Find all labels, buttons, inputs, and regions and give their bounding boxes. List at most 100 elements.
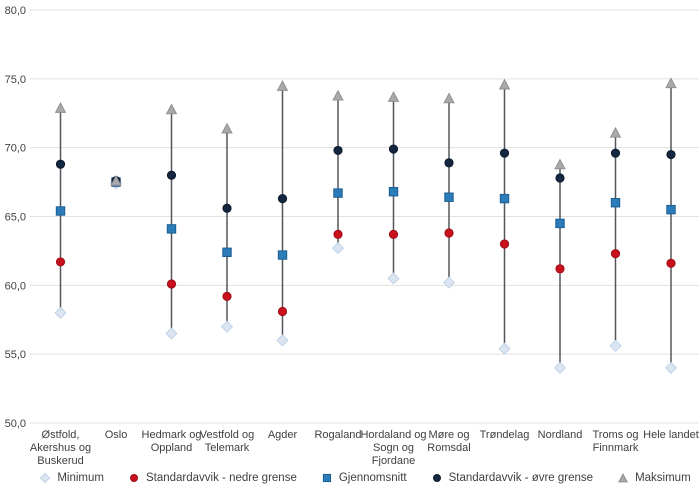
marker-gjennomsnitt: [333, 188, 343, 198]
marker-standardavvik-vre-grense: [55, 159, 66, 169]
marker-standardavvik-vre-grense: [388, 144, 399, 154]
legend-item-gjennomsnitt: Gjennomsnitt: [321, 472, 407, 484]
marker-standardavvik-vre-grense: [166, 170, 177, 180]
y-tick-label: 80,0: [5, 5, 26, 17]
x-category-label-hele-landet: Hele landet: [643, 429, 699, 441]
y-tick-label: 70,0: [5, 143, 26, 155]
x-category-label-vestfold-og-telemark: Vestfold og: [200, 429, 254, 441]
legend: Minimum Standardavvik - nedre grense Gjenn…: [30, 472, 700, 484]
marker-standardavvik-nedre-grense: [666, 258, 676, 268]
triangle-legend-icon: [618, 473, 629, 483]
marker-maksimum: [554, 158, 566, 170]
marker-standardavvik-vre-grense: [555, 173, 565, 183]
circle-legend-icon: [432, 474, 441, 482]
series-minimum: [54, 177, 678, 375]
legend-label: Gjennomsnitt: [338, 472, 407, 484]
marker-standardavvik-nedre-grense: [55, 257, 66, 267]
marker-standardavvik-nedre-grense: [388, 229, 399, 239]
x-category-label-troms-og-finnmark: Troms og: [592, 429, 638, 441]
x-category-label-hordaland-og-sogn-og-fjordane: Sogn og: [373, 442, 414, 454]
marker-gjennomsnitt: [666, 204, 676, 215]
marker-minimum: [609, 339, 622, 353]
y-tick-label: 55,0: [5, 349, 26, 361]
legend-item-standardavvik-nedre-grense: Standardavvik - nedre grense: [128, 472, 297, 484]
x-category-label-m-re-og-romsdal: Møre og: [429, 429, 470, 441]
marker-standardavvik-vre-grense: [666, 149, 676, 160]
diamond-legend-icon: [40, 472, 51, 484]
x-category-label-hedmark-og-oppland: Oppland: [151, 442, 193, 454]
marker-gjennomsnitt: [222, 247, 232, 257]
x-category-label-m-re-og-romsdal: Romsdal: [427, 442, 470, 454]
marker-maksimum: [54, 102, 67, 113]
marker-maksimum: [276, 80, 289, 91]
marker-gjennomsnitt: [444, 192, 454, 202]
marker-gjennomsnitt: [166, 224, 177, 234]
marker-minimum: [498, 342, 511, 355]
marker-maksimum: [110, 175, 122, 186]
x-category-label-tr-ndelag: Trøndelag: [480, 429, 530, 441]
x-category-label-hordaland-og-sogn-og-fjordane: Fjordane: [372, 455, 415, 466]
y-tick-label: 50,0: [5, 418, 26, 430]
marker-standardavvik-vre-grense: [277, 194, 288, 204]
legend-label: Standardavvik - øvre grense: [448, 472, 594, 484]
x-category-label-oslo: Oslo: [105, 429, 128, 441]
marker-maksimum: [221, 122, 233, 134]
legend-label: Standardavvik - nedre grense: [145, 472, 297, 484]
marker-standardavvik-nedre-grense: [277, 306, 288, 317]
marker-minimum: [387, 272, 400, 285]
marker-maksimum: [332, 89, 344, 101]
marker-minimum: [553, 361, 567, 375]
marker-gjennomsnitt: [277, 250, 288, 260]
marker-standardavvik-nedre-grense: [555, 264, 565, 274]
x-category-label-agder: Agder: [268, 429, 298, 441]
marker-standardavvik-nedre-grense: [444, 228, 454, 238]
legend-label: Minimum: [57, 472, 104, 484]
marker-standardavvik-nedre-grense: [333, 229, 343, 239]
marker-minimum: [331, 242, 345, 255]
series-standardavvik-nedre-grense: [55, 177, 676, 317]
x-category-label-nordland: Nordland: [538, 429, 583, 441]
marker-gjennomsnitt: [499, 193, 510, 204]
series-maksimum: [54, 77, 677, 186]
marker-gjennomsnitt: [555, 218, 565, 229]
x-category-label-hedmark-og-oppland: Hedmark og: [142, 429, 202, 441]
circle-legend-icon: [129, 474, 138, 482]
marker-maksimum: [387, 91, 400, 102]
marker-standardavvik-vre-grense: [333, 145, 343, 156]
x-category-label-rogaland: Rogaland: [314, 429, 361, 441]
legend-item-standardavvik-vre-grense: Standardavvik - øvre grense: [431, 472, 593, 484]
marker-maksimum: [443, 92, 455, 104]
marker-standardavvik-nedre-grense: [222, 291, 232, 301]
x-category-label-stfold-akershus-og-buskerud: Akershus og: [30, 442, 91, 454]
marker-standardavvik-vre-grense: [499, 148, 510, 158]
marker-standardavvik-vre-grense: [444, 158, 454, 168]
marker-minimum: [276, 334, 289, 347]
marker-minimum: [442, 276, 456, 289]
marker-gjennomsnitt: [610, 198, 621, 208]
series-standardavvik-vre-grense: [55, 144, 676, 213]
marker-standardavvik-nedre-grense: [166, 279, 177, 289]
legend-item-maksimum: Maksimum: [617, 472, 691, 484]
marker-standardavvik-vre-grense: [610, 148, 621, 158]
x-category-label-stfold-akershus-og-buskerud: Østfold,: [42, 429, 80, 441]
marker-minimum: [165, 327, 178, 340]
marker-gjennomsnitt: [388, 187, 399, 197]
plot-area: 50,0 55,0 60,0 65,0 70,0 75,0 80,0 Østfold,Aker…: [5, 5, 699, 466]
marker-standardavvik-nedre-grense: [499, 239, 510, 249]
marker-gjennomsnitt: [55, 206, 66, 216]
legend-item-minimum: Minimum: [39, 472, 104, 484]
marker-maksimum: [165, 103, 178, 115]
marker-minimum: [54, 306, 67, 319]
y-tick-label: 60,0: [5, 280, 26, 292]
x-category-label-troms-og-finnmark: Finnmark: [593, 442, 639, 454]
x-category-label-hordaland-og-sogn-og-fjordane: Hordaland og: [360, 429, 426, 441]
legend-label: Maksimum: [635, 472, 691, 484]
marker-maksimum: [665, 77, 677, 89]
marker-standardavvik-vre-grense: [222, 203, 232, 213]
y-tick-label: 75,0: [5, 74, 26, 86]
y-tick-label: 65,0: [5, 212, 26, 224]
x-category-label-vestfold-og-telemark: Telemark: [205, 442, 250, 454]
square-legend-icon: [322, 473, 331, 483]
marker-minimum: [664, 361, 678, 375]
